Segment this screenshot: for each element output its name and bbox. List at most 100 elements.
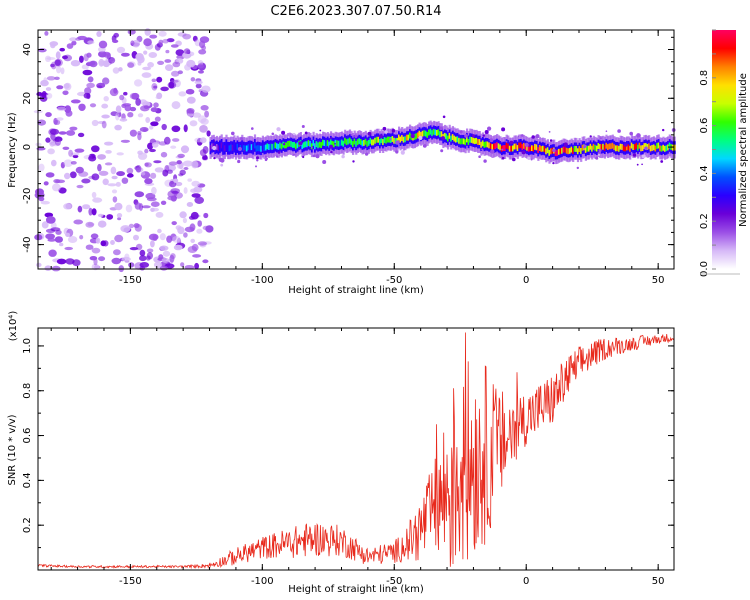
heatmap-cell	[478, 139, 481, 145]
heatmap-cell	[127, 112, 134, 118]
heatmap-cell	[421, 130, 424, 137]
heatmap-cell	[264, 155, 267, 158]
heatmap-cell	[474, 138, 477, 145]
heatmap-cell	[112, 196, 118, 203]
heatmap-cell	[439, 126, 443, 130]
x-tick-label: 0	[523, 275, 529, 286]
heatmap-cell	[353, 138, 356, 145]
heatmap-cell	[548, 131, 551, 133]
heatmap-cell	[415, 133, 418, 140]
heatmap-cell	[665, 145, 668, 152]
heatmap-cell	[129, 129, 137, 137]
heatmap-cell	[654, 145, 657, 152]
heatmap-cell	[395, 150, 399, 154]
heatmap-cell	[322, 160, 327, 164]
heatmap-cell	[102, 77, 110, 85]
heatmap-cell	[443, 132, 447, 139]
heatmap-cell	[150, 107, 158, 113]
heatmap-cell	[122, 103, 132, 107]
heatmap-cell	[36, 147, 46, 151]
heatmap-cell	[597, 153, 601, 156]
heatmap-cell	[276, 127, 281, 132]
heatmap-cell	[171, 221, 177, 226]
heatmap-cell	[524, 142, 529, 147]
heatmap-cell	[106, 214, 114, 220]
heatmap-cell	[119, 118, 128, 122]
heatmap-cell	[599, 144, 602, 150]
heatmap-cell	[546, 147, 549, 154]
heatmap-cell	[456, 136, 459, 143]
heatmap-cell	[45, 112, 52, 118]
heatmap-cell	[41, 221, 49, 229]
heatmap-cell	[46, 57, 56, 60]
heatmap-cell	[521, 144, 524, 150]
y-tick-label: -20	[22, 188, 33, 204]
heatmap-cell	[110, 166, 117, 175]
heatmap-cell	[422, 144, 427, 148]
heatmap-cell	[45, 216, 56, 224]
heatmap-cell	[668, 142, 671, 149]
heatmap-cell	[334, 139, 337, 146]
heatmap-cell	[85, 221, 94, 228]
heatmap-cell	[595, 156, 599, 160]
heatmap-cell	[200, 118, 209, 125]
heatmap-cell	[186, 59, 196, 68]
heatmap-cell	[104, 141, 114, 146]
heatmap-cell	[212, 145, 217, 151]
heatmap-cell	[410, 133, 415, 139]
heatmap-cell	[586, 145, 589, 152]
heatmap-cell	[279, 142, 282, 149]
heatmap-cell	[97, 163, 102, 172]
heatmap-cell	[469, 136, 472, 143]
heatmap-cell	[111, 257, 122, 265]
heatmap-cell	[342, 140, 345, 147]
heatmap-cell	[391, 136, 394, 142]
heatmap-cell	[491, 144, 494, 150]
heatmap-cell	[45, 137, 51, 143]
heatmap-cell	[103, 96, 109, 102]
heatmap-cell	[365, 152, 369, 156]
heatmap-cell	[101, 103, 109, 109]
heatmap-cell	[489, 143, 492, 149]
colorbar-tick-label: 0.4	[699, 165, 710, 181]
heatmap-cell	[240, 137, 244, 141]
heatmap-cell	[461, 138, 464, 145]
heatmap-cell	[266, 157, 268, 160]
heatmap-cell	[161, 123, 167, 131]
heatmap-cell	[588, 145, 591, 152]
heatmap-cell	[115, 112, 120, 121]
heatmap-cell	[97, 220, 107, 228]
heatmap-cell	[168, 161, 178, 166]
heatmap-cell	[269, 143, 272, 150]
colorbar-ticks: 0.0 0.2 0.4 0.6 0.8	[699, 29, 740, 277]
heatmap-cell	[164, 136, 171, 145]
heatmap-cell	[552, 148, 556, 153]
heatmap-cell	[309, 141, 312, 147]
colorbar: 0.0 0.2 0.4 0.6 0.8 Normalized spectral ampl…	[699, 29, 749, 277]
heatmap-cell	[112, 39, 119, 43]
heatmap-cell	[467, 139, 470, 145]
colorbar-tick-label: 0.0	[699, 261, 710, 277]
snr-panel: -150 -100 -50 0 50 0.2 0.4 0.6 0.8 1.0 Height of …	[7, 311, 675, 595]
snr-multiplier: (x10⁴)	[8, 311, 19, 342]
heatmap-cell	[563, 142, 568, 147]
x-tick-label: -150	[119, 275, 142, 286]
heatmap-cell	[352, 141, 355, 147]
heatmap-cell	[552, 162, 555, 165]
heatmap-cell	[481, 148, 484, 151]
heatmap-cell	[158, 30, 167, 37]
heatmap-cell	[202, 146, 209, 154]
heatmap-cell	[401, 135, 404, 141]
heatmap-cell	[350, 139, 353, 146]
heatmap-cell	[165, 64, 174, 71]
heatmap-cell	[597, 143, 600, 149]
heatmap-cell	[241, 142, 244, 149]
heatmap-cell	[215, 144, 219, 150]
heatmap-cell	[497, 143, 500, 150]
heatmap-cell	[139, 249, 146, 257]
heatmap-cell	[81, 64, 89, 70]
heatmap-cell	[632, 153, 637, 157]
heatmap-cell	[197, 60, 204, 66]
heatmap-cell	[172, 236, 181, 243]
heatmap-cell	[385, 137, 388, 144]
